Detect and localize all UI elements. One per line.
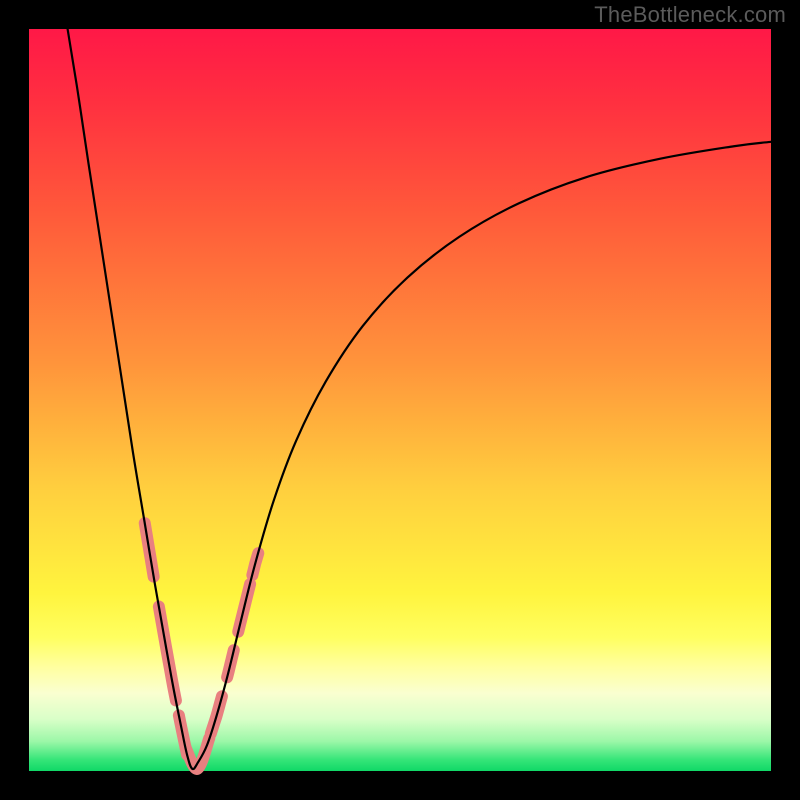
stage: TheBottleneck.com [0, 0, 800, 800]
highlight-segments [145, 523, 259, 769]
plot-area [29, 29, 771, 771]
curve-layer [29, 29, 771, 771]
watermark-text: TheBottleneck.com [594, 2, 786, 28]
